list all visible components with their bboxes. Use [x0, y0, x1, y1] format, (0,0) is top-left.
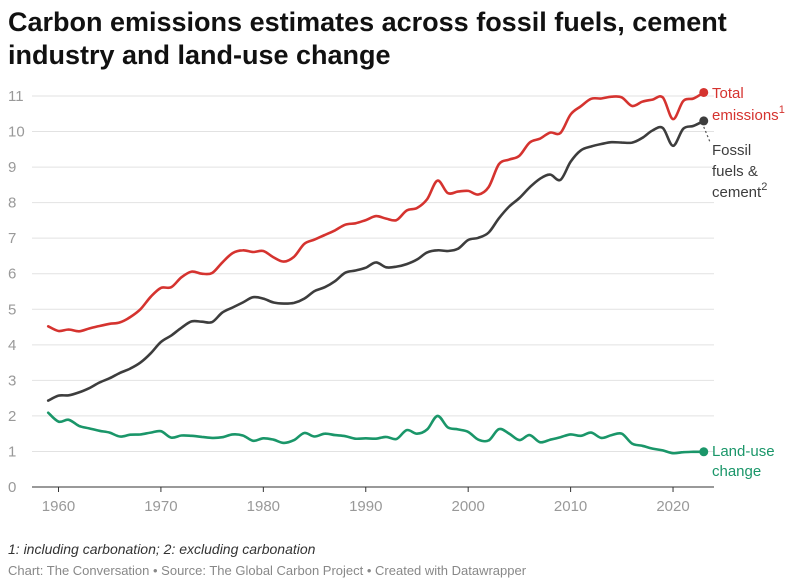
series-label-line: emissions [712, 107, 779, 124]
end-point-landuse [699, 447, 709, 457]
y-tick-label: 3 [8, 372, 16, 389]
series-label-landuse: Land-use change [712, 443, 775, 480]
chart-credits: Chart: The Conversation • Source: The Gl… [8, 563, 527, 578]
y-axis-ticks: 0 1 2 3 4 5 6 7 8 9 10 11 [8, 88, 25, 496]
series-label-superscript: 2 [761, 181, 767, 193]
y-tick-label: 5 [8, 301, 16, 318]
series-label-line: Fossil [712, 142, 751, 159]
y-tick-label: 6 [8, 266, 16, 283]
series-label-line: Total [712, 85, 744, 102]
y-tick-label: 1 [8, 443, 16, 460]
x-tick-label: 1990 [349, 498, 382, 515]
y-tick-label: 2 [8, 408, 16, 425]
x-axis-ticks: 1960 1970 1980 1990 2000 2010 2020 [42, 487, 690, 515]
end-point-total [699, 87, 709, 97]
footnote: 1: including carbonation; 2: excluding c… [8, 541, 316, 557]
series-label-line: change [712, 463, 761, 480]
y-tick-label: 9 [8, 159, 16, 176]
x-tick-label: 2010 [554, 498, 587, 515]
x-tick-label: 1980 [247, 498, 280, 515]
series-label-total: Total emissions1 [712, 85, 785, 124]
y-tick-label: 8 [8, 195, 16, 212]
series-lines [46, 87, 709, 457]
series-label-line: cement [712, 184, 762, 201]
x-tick-label: 2000 [451, 498, 484, 515]
y-tick-label: 10 [8, 124, 25, 141]
y-tick-label: 4 [8, 337, 16, 354]
series-label-fossil: Fossil fuels & cement2 [712, 142, 767, 201]
y-tick-label: 11 [8, 88, 24, 105]
fossil-label-leader-line [703, 126, 711, 143]
gridlines [32, 95, 714, 488]
series-label-line: Land-use [712, 443, 775, 460]
x-tick-label: 1960 [42, 498, 75, 515]
y-tick-label: 7 [8, 230, 16, 247]
series-line-fossil [46, 119, 706, 402]
series-labels: Total emissions1 Fossil fuels & cement2 Land-… [703, 85, 785, 480]
series-line-landuse [46, 411, 706, 455]
chart-title: Carbon emissions estimates across fossil… [8, 7, 727, 70]
x-tick-label: 1970 [144, 498, 177, 515]
end-point-fossil [699, 116, 709, 126]
series-label-superscript: 1 [779, 104, 785, 116]
x-tick-label: 2020 [656, 498, 689, 515]
y-tick-label: 0 [8, 479, 16, 496]
series-label-line: fuels & [712, 163, 758, 180]
series-line-total [46, 91, 706, 333]
